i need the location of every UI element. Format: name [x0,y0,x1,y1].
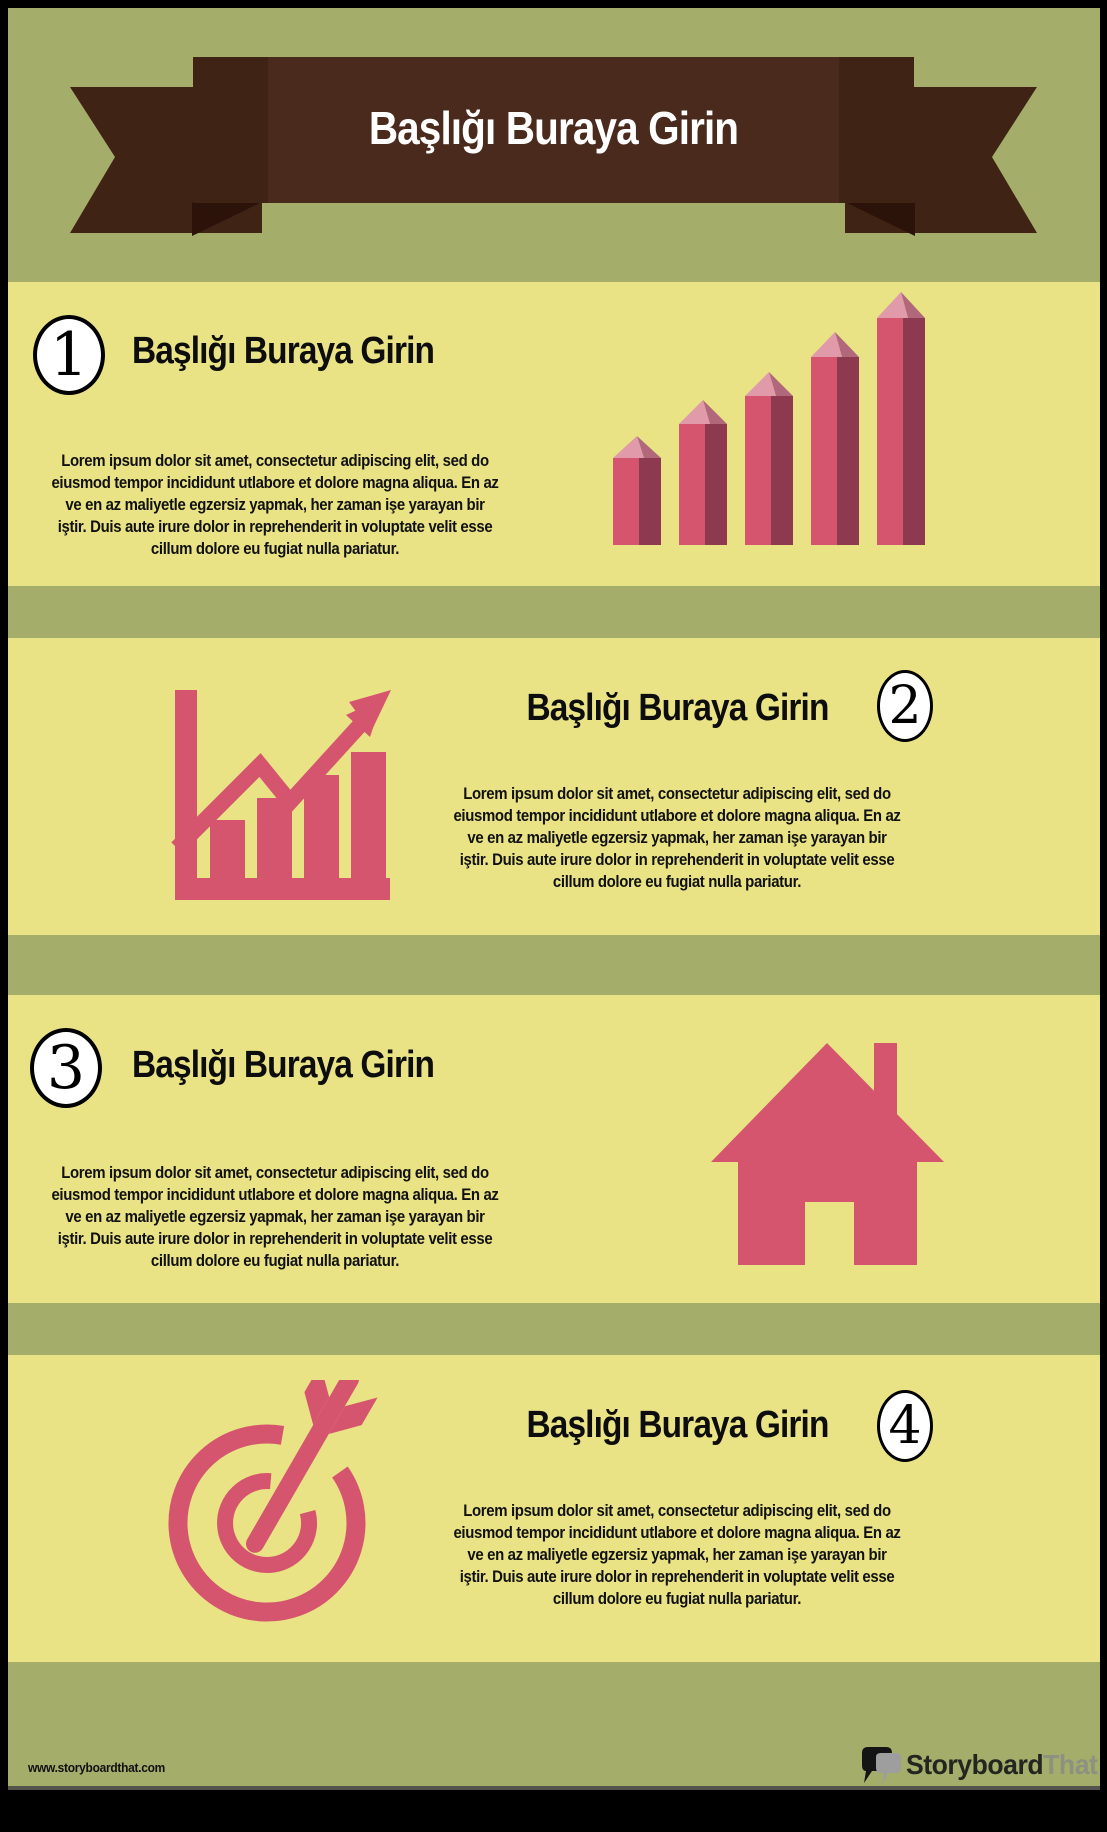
logo-text-primary: Storyboard [906,1749,1044,1780]
section-4-number-badge: 4 [877,1390,933,1462]
logo-text-secondary: That [1043,1749,1098,1780]
section-2-title: Başlığı Buraya Girin [526,687,829,729]
footer-divider [8,1786,1100,1790]
section-1-number-badge: 1 [33,315,105,395]
section-2-number-badge: 2 [877,670,933,742]
section-3-body: Lorem ipsum dolor sit amet, consectetur … [51,1163,499,1270]
section-3-title: Başlığı Buraya Girin [132,1044,435,1086]
speech-bubbles-icon [862,1747,901,1785]
main-title: Başlığı Buraya Girin [368,102,739,154]
section-1-number: 1 [49,320,89,390]
section-4-body: Lorem ipsum dolor sit amet, consectetur … [453,1501,901,1608]
website-url: www.storyboardthat.com [28,1760,166,1775]
house-icon [711,1043,944,1265]
target-dart-icon [168,1380,378,1622]
section-3-number: 3 [46,1033,86,1103]
line-graph-arrow-icon [171,690,391,900]
title-ribbon [70,57,1037,236]
section-3-number-badge: 3 [30,1028,102,1108]
section-2-number: 2 [888,676,922,736]
section-1-title: Başlığı Buraya Girin [132,330,435,372]
section-4-number: 4 [888,1396,922,1456]
section-1-body: Lorem ipsum dolor sit amet, consectetur … [51,451,499,558]
section-2-body: Lorem ipsum dolor sit amet, consectetur … [453,784,901,891]
bar-chart-3d-icon [613,292,925,545]
section-4-title: Başlığı Buraya Girin [526,1404,829,1446]
storyboardthat-logo: StoryboardThat [906,1749,1098,1781]
